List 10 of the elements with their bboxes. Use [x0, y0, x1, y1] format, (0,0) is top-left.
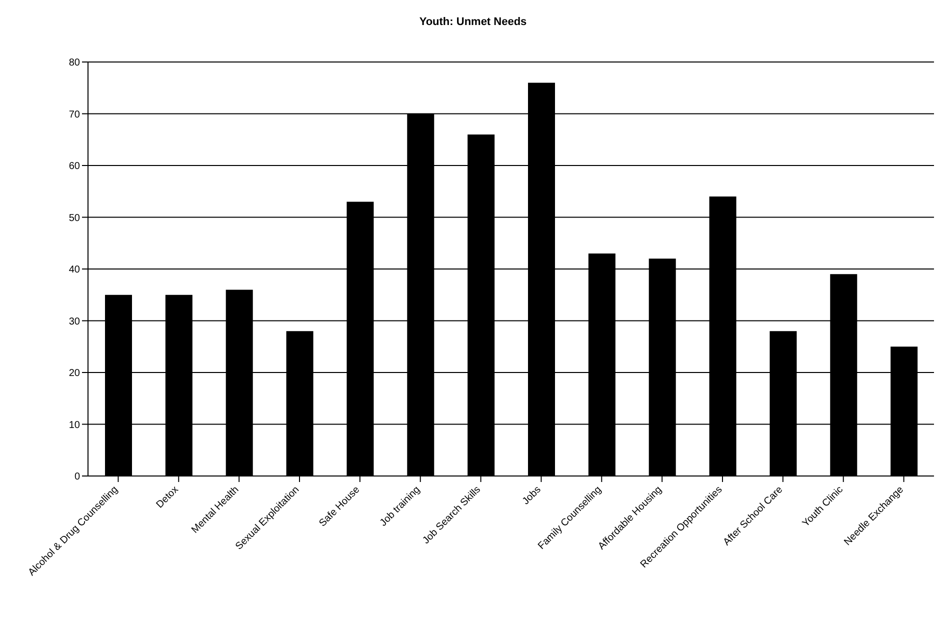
- y-tick-label: 40: [68, 264, 80, 276]
- y-tick-label: 20: [68, 368, 80, 380]
- y-tick-label: 0: [74, 472, 80, 483]
- y-tick-label: 50: [68, 212, 80, 224]
- y-tick-label: 10: [68, 420, 80, 431]
- chart-title: Youth: Unmet Needs: [418, 15, 528, 30]
- y-tick-label: 60: [68, 161, 80, 172]
- y-tick-label: 30: [68, 316, 80, 328]
- y-tick-label: 70: [68, 109, 80, 120]
- y-tick-label: 80: [68, 58, 80, 69]
